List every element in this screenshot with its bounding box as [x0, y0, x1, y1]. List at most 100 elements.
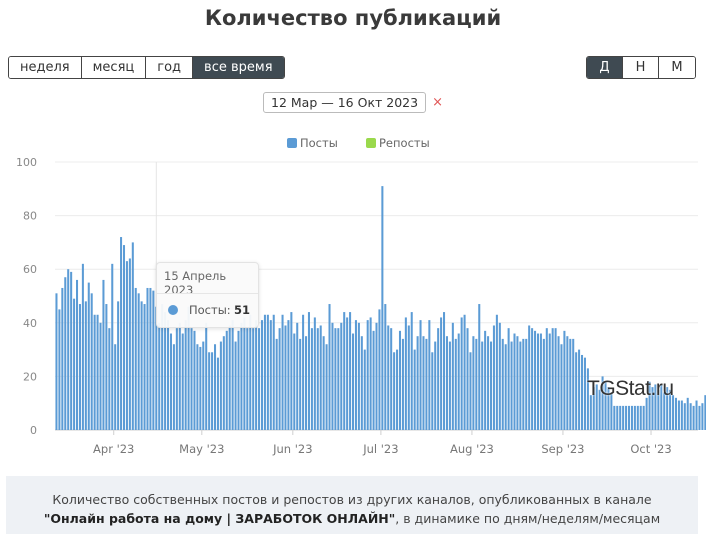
bar-posts[interactable]	[489, 341, 493, 430]
bar-posts[interactable]	[625, 405, 628, 430]
bar-posts[interactable]	[263, 314, 266, 430]
bar-posts[interactable]	[131, 242, 134, 430]
bar-posts[interactable]	[680, 400, 683, 430]
bar-posts[interactable]	[284, 325, 287, 430]
bar-posts[interactable]	[689, 403, 692, 430]
bar-posts[interactable]	[504, 344, 507, 430]
bar-posts[interactable]	[96, 314, 99, 430]
bar-posts[interactable]	[639, 405, 642, 430]
bar-posts[interactable]	[501, 338, 504, 430]
bar-posts[interactable]	[325, 344, 328, 430]
bar-posts[interactable]	[396, 349, 399, 430]
bar-posts[interactable]	[240, 322, 243, 430]
bar-posts[interactable]	[266, 314, 269, 430]
bar-posts[interactable]	[319, 325, 322, 430]
bar-posts[interactable]	[437, 328, 440, 430]
bar-posts[interactable]	[246, 328, 249, 430]
bar-posts[interactable]	[208, 352, 211, 430]
bar-posts[interactable]	[434, 341, 437, 430]
bar-posts[interactable]	[167, 320, 170, 430]
bar-posts[interactable]	[55, 293, 58, 430]
bar-posts[interactable]	[542, 338, 545, 430]
bar-posts[interactable]	[128, 258, 131, 430]
bar-posts[interactable]	[78, 304, 81, 430]
bar-posts[interactable]	[627, 405, 631, 430]
bar-posts[interactable]	[99, 322, 102, 430]
bar-posts[interactable]	[569, 338, 572, 430]
bar-posts[interactable]	[122, 245, 126, 430]
bar-posts[interactable]	[604, 381, 607, 430]
bar-posts[interactable]	[161, 304, 164, 430]
bar-posts[interactable]	[387, 325, 390, 430]
bar-posts[interactable]	[152, 290, 155, 430]
bar-posts[interactable]	[551, 328, 554, 430]
bar-posts[interactable]	[111, 263, 114, 430]
bar-posts[interactable]	[595, 384, 598, 430]
bar-posts[interactable]	[178, 322, 181, 430]
legend-posts-swatch[interactable]	[287, 138, 297, 148]
bar-posts[interactable]	[58, 309, 61, 430]
bar-posts[interactable]	[495, 314, 498, 430]
bar-posts[interactable]	[184, 320, 187, 430]
bar-posts[interactable]	[425, 338, 428, 430]
bar-posts[interactable]	[61, 287, 64, 430]
bar-posts[interactable]	[181, 333, 184, 430]
bar-posts[interactable]	[331, 322, 334, 430]
bar-posts[interactable]	[372, 330, 375, 430]
bar-posts[interactable]	[445, 336, 448, 430]
bar-posts[interactable]	[393, 352, 396, 430]
bar-posts[interactable]	[87, 282, 90, 430]
bar-posts[interactable]	[337, 328, 340, 430]
bar-posts[interactable]	[601, 376, 604, 430]
bar-posts[interactable]	[205, 322, 208, 430]
bar-posts[interactable]	[249, 314, 252, 430]
bar-posts[interactable]	[243, 317, 246, 430]
bar-posts[interactable]	[454, 338, 457, 430]
bar-posts[interactable]	[487, 336, 490, 430]
bar-posts[interactable]	[510, 341, 513, 430]
bar-posts[interactable]	[648, 381, 651, 430]
bar-posts[interactable]	[598, 389, 601, 430]
bar-posts[interactable]	[528, 325, 531, 430]
bar-posts[interactable]	[566, 336, 569, 430]
bar-posts[interactable]	[343, 312, 346, 430]
aggregate-week-button[interactable]: Н	[623, 57, 659, 78]
bar-posts[interactable]	[560, 344, 563, 430]
bar-posts[interactable]	[672, 395, 675, 430]
bar-posts[interactable]	[686, 397, 689, 430]
bar-posts[interactable]	[322, 336, 325, 430]
bar-posts[interactable]	[683, 403, 686, 430]
bar-posts[interactable]	[84, 301, 87, 430]
bar-posts[interactable]	[231, 320, 234, 430]
bar-posts[interactable]	[228, 325, 231, 430]
bar-posts[interactable]	[67, 269, 70, 430]
bar-posts[interactable]	[81, 263, 84, 430]
bar-posts[interactable]	[451, 322, 454, 430]
bar-posts[interactable]	[704, 395, 706, 430]
bar-posts[interactable]	[589, 395, 592, 430]
bar-posts[interactable]	[666, 387, 669, 430]
bar-posts[interactable]	[534, 330, 537, 430]
bar-posts[interactable]	[698, 405, 701, 430]
range-all-time-button[interactable]: все время	[193, 57, 284, 78]
bar-posts[interactable]	[366, 320, 369, 430]
bar-posts[interactable]	[222, 336, 225, 430]
date-range-field[interactable]: 12 Мар — 16 Окт 2023	[263, 92, 427, 113]
bar-posts[interactable]	[663, 392, 666, 430]
bar-posts[interactable]	[214, 344, 217, 430]
bar-posts[interactable]	[287, 320, 290, 430]
bar-posts[interactable]	[64, 277, 67, 430]
bar-posts[interactable]	[578, 349, 581, 430]
bar-posts[interactable]	[76, 279, 79, 430]
range-month-button[interactable]: месяц	[81, 57, 147, 78]
bar-posts[interactable]	[633, 405, 636, 430]
legend-reposts-swatch[interactable]	[366, 138, 376, 148]
bar-posts[interactable]	[575, 352, 578, 430]
bar-posts[interactable]	[305, 336, 308, 430]
bar-posts[interactable]	[143, 304, 146, 430]
bar-posts[interactable]	[613, 405, 616, 430]
bar-posts[interactable]	[492, 325, 495, 430]
bar-posts[interactable]	[481, 341, 484, 430]
bar-posts[interactable]	[475, 338, 478, 430]
bar-posts[interactable]	[586, 368, 589, 430]
